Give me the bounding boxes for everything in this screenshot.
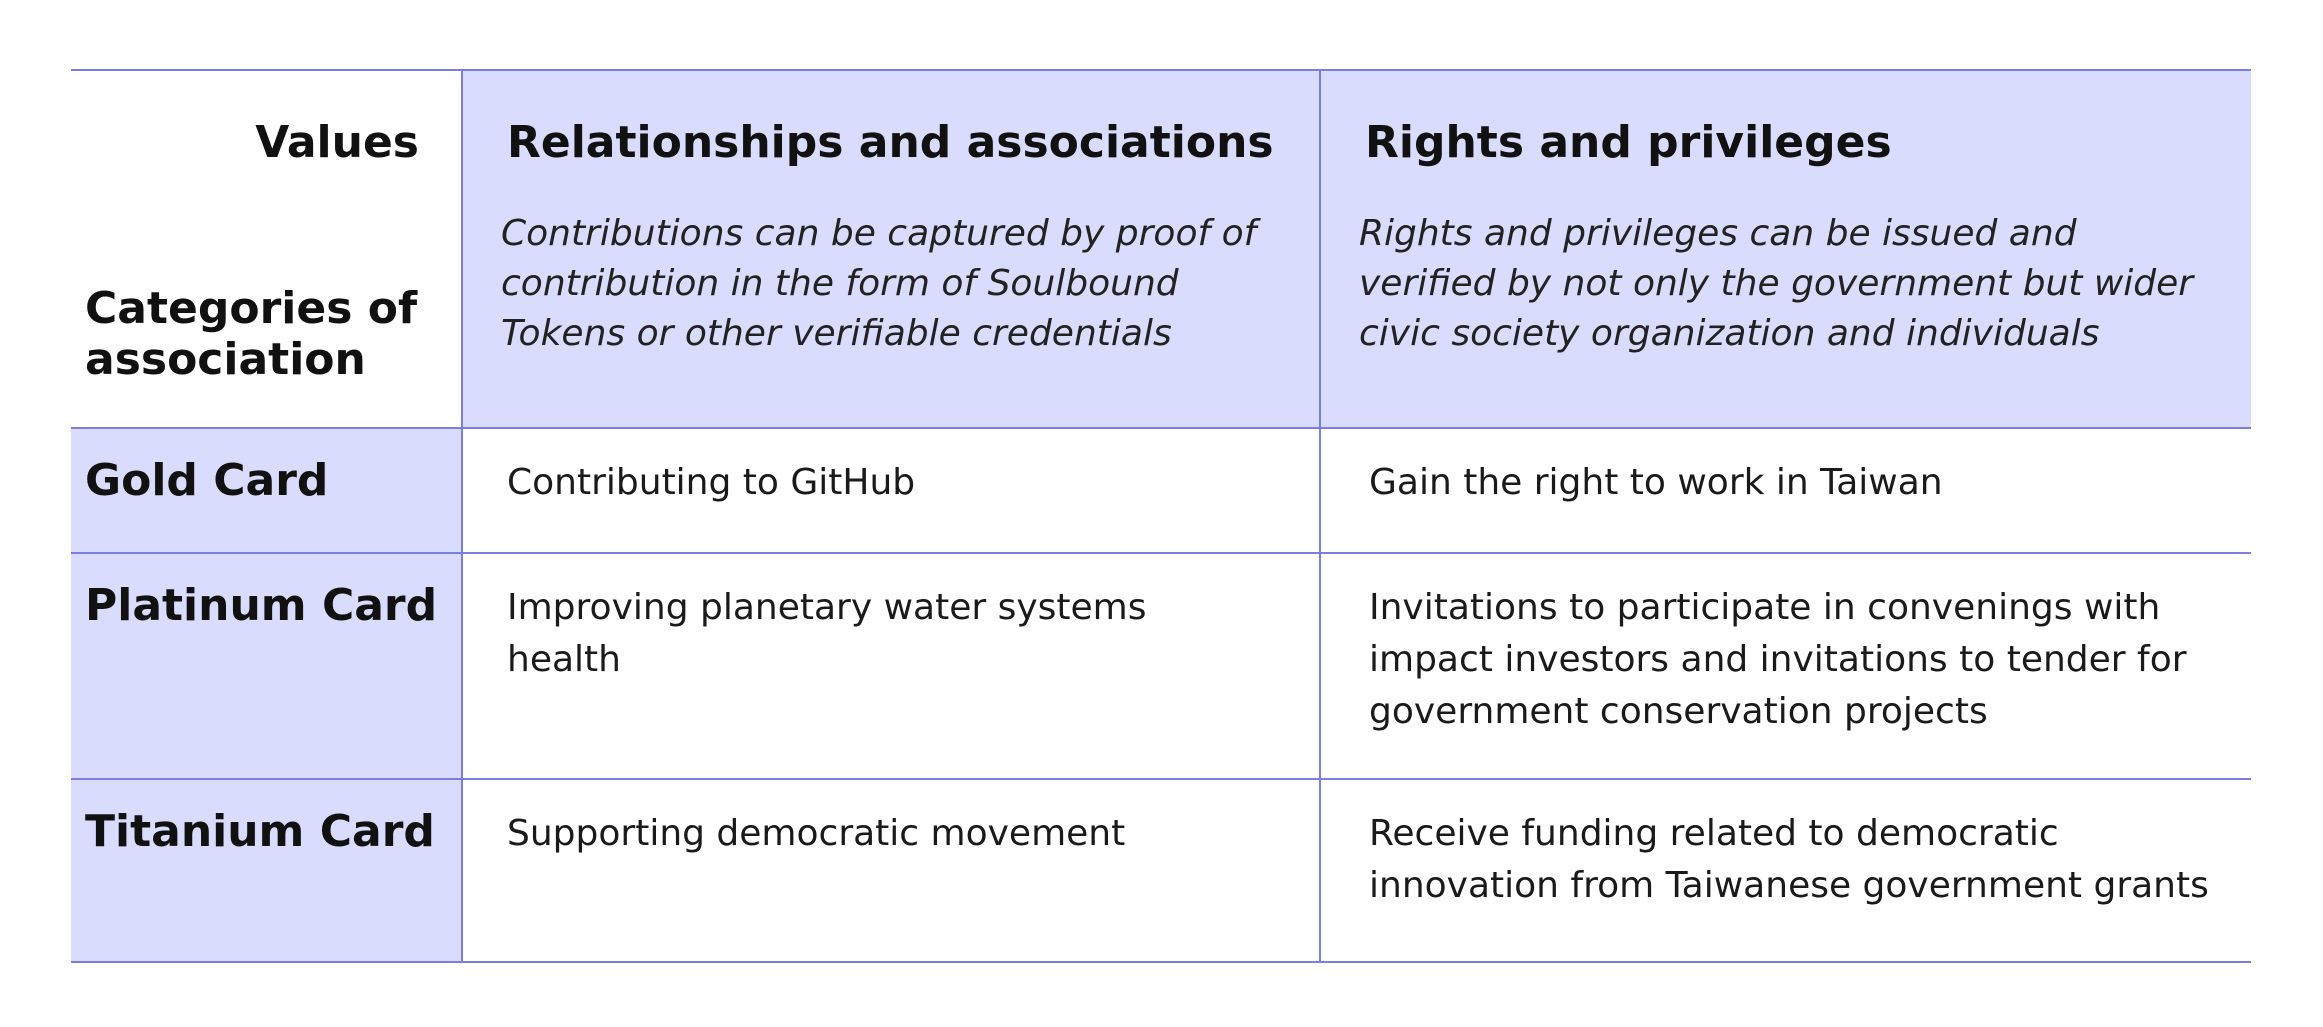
row-label: Platinum Card bbox=[85, 580, 438, 631]
rights-cell: Gain the right to work in Taiwan bbox=[1319, 429, 2251, 552]
table-row-titanium-card: Titanium Card Supporting democratic move… bbox=[71, 780, 2251, 963]
row-label-cell: Platinum Card bbox=[71, 554, 461, 778]
relationships-column-title: Relationships and associations bbox=[507, 117, 1274, 168]
row-label-cell: Gold Card bbox=[71, 429, 461, 552]
relationships-column-description: Contributions can be captured by proof o… bbox=[501, 213, 1257, 354]
categories-header-label: Categories of association bbox=[85, 283, 418, 385]
corner-header-cell: Values Categories of association bbox=[71, 71, 461, 427]
row-label: Titanium Card bbox=[85, 806, 435, 857]
relationships-header-cell: Relationships and associations Contribut… bbox=[461, 71, 1319, 427]
relationships-text: Contributing to GitHub bbox=[507, 462, 916, 503]
rights-cell: Receive funding related to democratic in… bbox=[1319, 780, 2251, 961]
rights-text: Receive funding related to democratic in… bbox=[1369, 813, 2209, 906]
rights-cell: Invitations to participate in convenings… bbox=[1319, 554, 2251, 778]
rights-column-description: Rights and privileges can be issued and … bbox=[1359, 213, 2194, 354]
row-label: Gold Card bbox=[85, 455, 329, 506]
rights-text: Gain the right to work in Taiwan bbox=[1369, 462, 1943, 503]
rights-column-title: Rights and privileges bbox=[1365, 117, 1892, 168]
table-row-platinum-card: Platinum Card Improving planetary water … bbox=[71, 554, 2251, 780]
table-row-gold-card: Gold Card Contributing to GitHub Gain th… bbox=[71, 429, 2251, 554]
values-header-label: Values bbox=[255, 117, 419, 168]
rights-text: Invitations to participate in convenings… bbox=[1369, 587, 2187, 732]
relationships-text: Improving planetary water systems health bbox=[507, 587, 1147, 680]
relationships-text: Supporting democratic movement bbox=[507, 813, 1126, 854]
rights-header-cell: Rights and privileges Rights and privile… bbox=[1319, 71, 2251, 427]
row-label-cell: Titanium Card bbox=[71, 780, 461, 961]
association-table: Values Categories of association Relatio… bbox=[71, 69, 2251, 963]
relationships-cell: Improving planetary water systems health bbox=[461, 554, 1319, 778]
table-header-row: Values Categories of association Relatio… bbox=[71, 71, 2251, 429]
relationships-cell: Supporting democratic movement bbox=[461, 780, 1319, 961]
relationships-cell: Contributing to GitHub bbox=[461, 429, 1319, 552]
